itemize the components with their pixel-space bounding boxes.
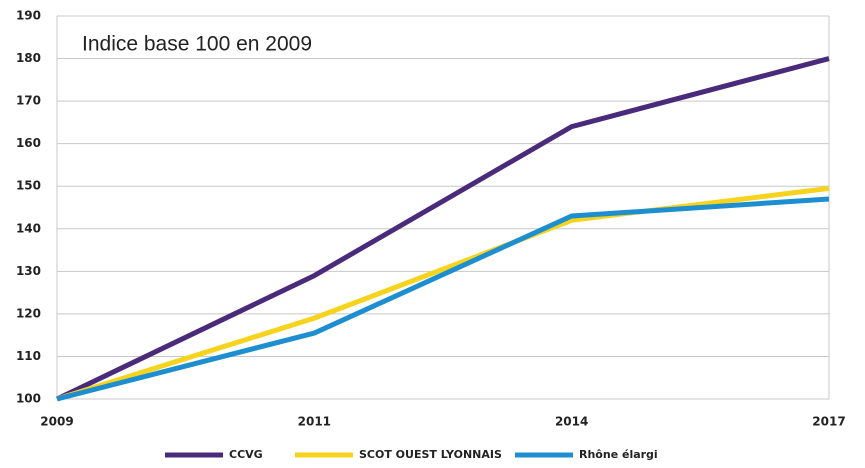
y-tick-label: 150 bbox=[16, 179, 41, 193]
x-tick-label: 2017 bbox=[812, 415, 845, 429]
series-line bbox=[55, 56, 830, 402]
legend-label: SCOT OUEST LYONNAIS bbox=[359, 448, 502, 461]
annotation: Indice base 100 en 2009 bbox=[82, 33, 312, 56]
x-tick-label: 2009 bbox=[40, 415, 73, 429]
series-line bbox=[56, 185, 830, 402]
x-tick-label: 2011 bbox=[298, 415, 331, 429]
y-tick-label: 130 bbox=[16, 264, 41, 278]
y-tick-label: 140 bbox=[16, 221, 41, 235]
series-line bbox=[56, 196, 830, 402]
y-tick-label: 180 bbox=[16, 51, 41, 65]
legend-label: CCVG bbox=[229, 448, 263, 461]
legend-label: Rhône élargi bbox=[579, 448, 658, 461]
y-tick-label: 170 bbox=[16, 94, 41, 108]
x-tick-label: 2014 bbox=[555, 415, 588, 429]
y-tick-label: 100 bbox=[16, 392, 41, 406]
y-tick-label: 160 bbox=[16, 136, 41, 150]
y-tick-label: 190 bbox=[16, 9, 41, 23]
y-tick-label: 120 bbox=[16, 306, 41, 320]
y-tick-label: 110 bbox=[16, 349, 41, 363]
